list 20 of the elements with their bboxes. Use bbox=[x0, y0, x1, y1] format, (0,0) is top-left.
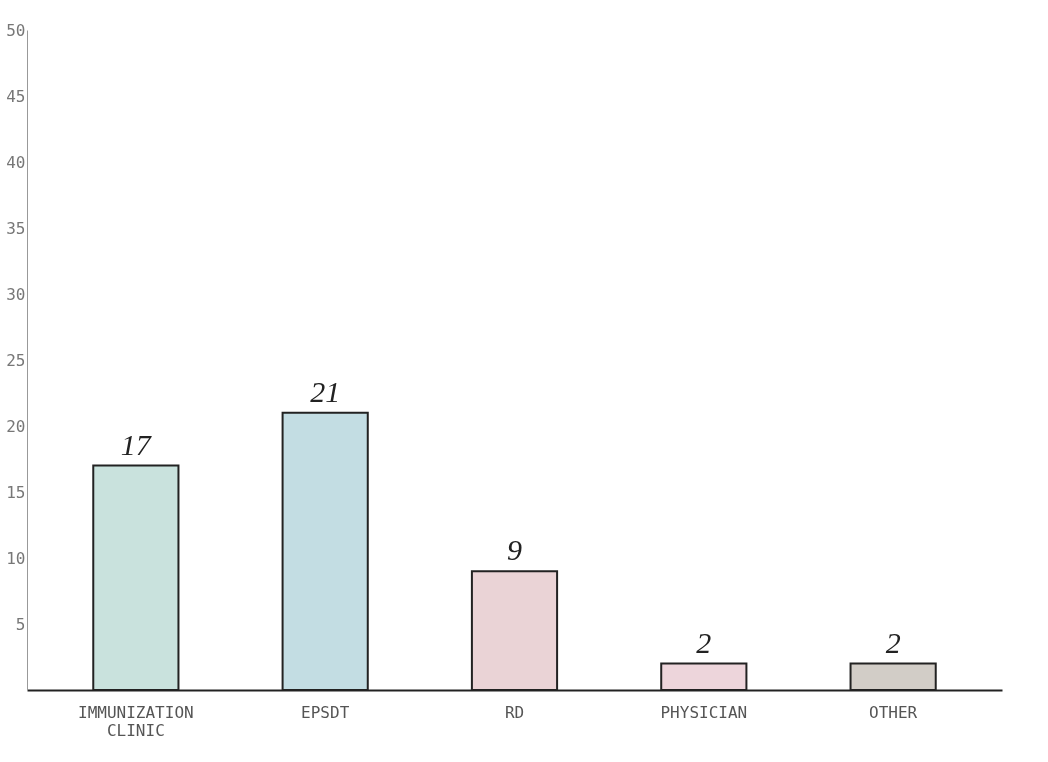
data-label: 2 bbox=[885, 625, 901, 659]
y-tick-label: 30 bbox=[6, 284, 26, 304]
x-tick-label: RD bbox=[504, 702, 525, 722]
y-tick-label: 10 bbox=[6, 548, 26, 568]
data-label: 17 bbox=[120, 427, 153, 461]
x-tick-label: EPSDT bbox=[301, 702, 350, 722]
x-tick-label: IMMUNIZATION CLINIC bbox=[78, 702, 194, 740]
y-tick-label: 45 bbox=[6, 86, 26, 106]
y-tick-label: 40 bbox=[6, 152, 26, 172]
x-tick-label: PHYSICIAN bbox=[660, 702, 748, 722]
y-tick-label: 15 bbox=[6, 482, 26, 502]
y-tick-label: 35 bbox=[6, 218, 26, 238]
data-label: 21 bbox=[310, 374, 341, 408]
x-tick-label: OTHER bbox=[869, 702, 918, 722]
y-tick-label: 50 bbox=[6, 20, 26, 40]
data-label: 9 bbox=[507, 533, 522, 567]
data-label: 2 bbox=[696, 625, 712, 659]
y-tick-label: 20 bbox=[6, 416, 26, 436]
y-tick-label: 25 bbox=[6, 350, 26, 370]
y-tick-label: 5 bbox=[15, 614, 26, 634]
